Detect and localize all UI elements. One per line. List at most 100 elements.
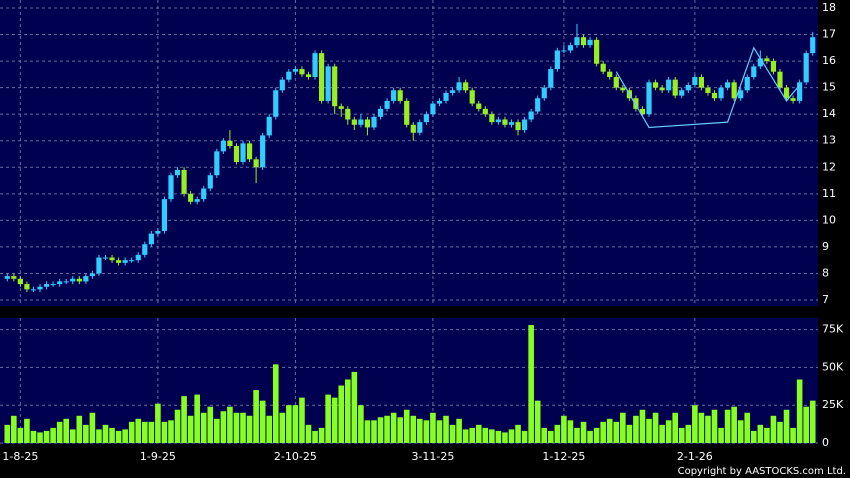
y-tick-label: 0	[822, 436, 829, 449]
volume-bar	[286, 405, 292, 443]
y-tick-label: 75K	[822, 323, 844, 336]
candle-body	[449, 90, 456, 93]
volume-bar	[161, 421, 168, 443]
volume-bar	[659, 424, 665, 443]
candle-body	[594, 39, 600, 64]
candle-body	[476, 103, 482, 109]
candle-body	[783, 87, 790, 99]
candle-body	[535, 98, 541, 112]
candle-body	[620, 87, 626, 91]
candle-body	[11, 276, 17, 279]
candle-body	[489, 114, 495, 123]
volume-bar	[83, 424, 89, 443]
volume-bar	[744, 412, 751, 443]
candle-body	[109, 257, 115, 261]
candle-body	[76, 278, 82, 282]
volume-bar	[89, 412, 96, 443]
y-tick-label: 13	[822, 134, 836, 147]
volume-bar	[417, 418, 423, 443]
candle-body	[633, 98, 639, 109]
x-tick-label: 2-10-25	[274, 450, 317, 463]
candle-body	[711, 92, 718, 99]
candle-body	[797, 82, 803, 101]
volume-bar	[4, 424, 11, 443]
candle-body	[666, 79, 672, 91]
y-tick-label: 8	[822, 266, 829, 279]
candle-body	[338, 106, 344, 109]
candle-body	[279, 79, 285, 91]
volume-bar	[646, 418, 652, 443]
candle-body	[70, 278, 76, 282]
volume-bar	[76, 415, 83, 443]
volume-bar	[371, 420, 377, 443]
candle-body	[181, 169, 187, 194]
pattern-line	[615, 46, 801, 129]
x-tick-label: 1-8-25	[2, 450, 38, 463]
candle-body	[404, 100, 410, 125]
volume-bar	[757, 424, 764, 443]
volume-bar	[692, 405, 698, 443]
candle-body	[554, 50, 560, 70]
candle-body	[96, 257, 102, 274]
candle-body	[757, 58, 763, 67]
volume-bar	[436, 420, 443, 443]
volume-bar	[777, 421, 783, 443]
volume-bar	[783, 409, 790, 443]
candle-body	[57, 281, 63, 285]
y-tick-label: 7	[822, 293, 829, 306]
candle-body	[129, 260, 135, 262]
volume-bar	[587, 430, 593, 443]
candle-body	[738, 90, 744, 99]
candle-body	[194, 199, 200, 202]
candle-body	[515, 122, 521, 131]
candle-body	[751, 66, 757, 78]
volume-bar	[639, 409, 646, 443]
y-tick-label: 18	[822, 1, 836, 14]
volume-bar	[593, 427, 600, 443]
volume-bar	[711, 409, 718, 443]
candle-body	[810, 37, 816, 54]
volume-bar	[613, 421, 620, 443]
candle-body	[724, 82, 731, 88]
volume-bar	[620, 412, 626, 443]
volume-bar	[227, 406, 233, 443]
candle-body	[692, 77, 698, 85]
y-tick-label: 10	[822, 213, 836, 226]
volume-bar	[384, 415, 390, 443]
volume-bar	[574, 427, 580, 443]
volume-bar	[69, 429, 76, 443]
candle-body	[423, 114, 429, 123]
candle-body	[168, 175, 174, 200]
y-tick-label: 25K	[822, 398, 844, 411]
candle-body	[240, 143, 246, 162]
volume-bar	[30, 430, 37, 443]
candle-body	[325, 66, 331, 101]
candle-body	[273, 90, 279, 117]
candle-body	[148, 233, 154, 245]
volume-bar	[318, 427, 325, 443]
volume-bar	[521, 430, 528, 443]
candle-body	[233, 146, 240, 162]
candle-body	[744, 77, 750, 91]
volume-bar	[96, 429, 102, 443]
candle-body	[227, 140, 233, 147]
volume-bar	[141, 421, 148, 443]
volume-bar	[495, 430, 502, 443]
volume-bar	[17, 427, 24, 443]
volume-bar	[718, 427, 724, 443]
candle-body	[790, 98, 796, 101]
volume-bar	[547, 430, 554, 443]
volume-bar	[606, 418, 613, 443]
volume-bar	[56, 421, 63, 443]
candle-body	[777, 71, 783, 88]
volume-bar	[122, 429, 128, 443]
x-tick-label: 2-1-26	[677, 450, 713, 463]
candle-body	[698, 77, 705, 88]
volume-bar	[397, 417, 403, 443]
candle-body	[659, 87, 665, 91]
candle-body	[115, 260, 122, 263]
volume-bar	[338, 385, 345, 443]
volume-bar	[705, 415, 711, 443]
candle-body	[384, 100, 390, 109]
